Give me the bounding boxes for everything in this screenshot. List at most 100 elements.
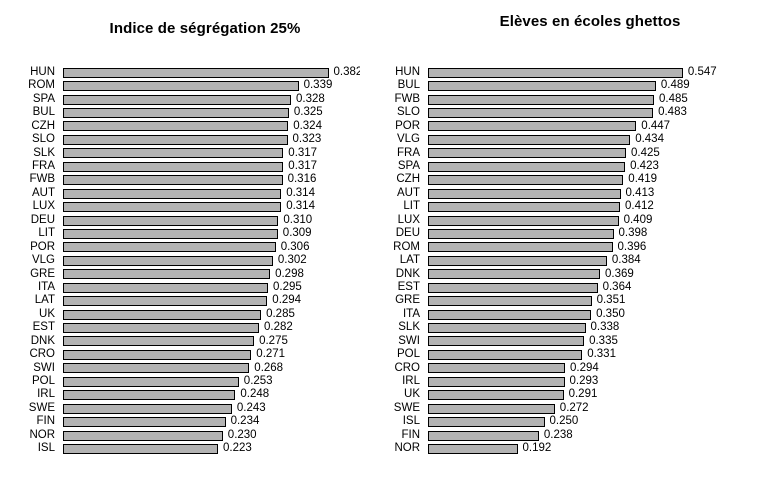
category-label: LAT: [399, 254, 420, 267]
bar: [428, 202, 620, 213]
bar: [63, 242, 276, 253]
value-label: 0.369: [605, 267, 634, 280]
category-label: UK: [404, 388, 420, 401]
bar-row: ISL 0.250: [380, 415, 761, 428]
value-label: 0.483: [658, 106, 687, 119]
category-label: DNK: [30, 334, 55, 347]
chart-segregation-index: Indice de ségrégation 25% HUN 0.382 ROM …: [0, 0, 380, 500]
bar: [428, 390, 564, 401]
category-label: BUL: [32, 106, 55, 119]
category-label: DEU: [395, 227, 420, 240]
bar: [428, 323, 586, 334]
bar-row: EST 0.364: [380, 281, 761, 294]
bar-rows-left: HUN 0.382 ROM 0.339 SPA 0.328 BUL 0.325 …: [0, 66, 360, 456]
bar: [63, 67, 329, 78]
bar-row: DEU 0.398: [380, 227, 761, 240]
bar: [428, 228, 614, 239]
value-label: 0.412: [625, 200, 654, 213]
bar-row: VLG 0.434: [380, 133, 761, 146]
value-label: 0.234: [230, 415, 260, 428]
value-label: 0.425: [631, 146, 660, 159]
category-label: SLO: [396, 106, 420, 119]
bar-row: DEU 0.310: [0, 214, 360, 227]
bar-row: SLO 0.483: [380, 106, 761, 119]
category-label: SWI: [33, 361, 55, 374]
category-label: IRL: [402, 375, 420, 388]
bar-row: FIN 0.234: [0, 415, 360, 428]
bar: [428, 363, 565, 374]
bar: [63, 363, 250, 374]
category-label: GRE: [30, 267, 55, 280]
bar: [63, 121, 289, 132]
value-label: 0.223: [223, 442, 252, 455]
bar-row: CZH 0.419: [380, 174, 761, 187]
bar-row: ISL 0.223: [0, 442, 360, 455]
value-label: 0.230: [227, 428, 257, 441]
category-label: HUN: [395, 66, 420, 78]
value-label: 0.253: [243, 375, 273, 388]
value-label: 0.316: [287, 173, 317, 186]
category-label: FIN: [36, 415, 55, 428]
bar-row: LAT 0.294: [0, 294, 360, 307]
bar: [428, 296, 592, 307]
bar-row: FRA 0.425: [380, 147, 761, 160]
bar-row: IRL 0.248: [0, 389, 360, 402]
category-label: UK: [39, 307, 55, 320]
category-label: DEU: [30, 213, 55, 226]
bar: [63, 215, 279, 226]
bar: [63, 296, 268, 307]
bar: [63, 161, 284, 172]
category-label: HUN: [30, 66, 55, 78]
bar-row: SLK 0.338: [380, 321, 761, 334]
bar: [63, 175, 283, 186]
bar: [63, 282, 268, 293]
value-label: 0.192: [522, 442, 552, 455]
bar-row: SWI 0.335: [380, 335, 761, 348]
bar: [428, 108, 654, 119]
bar-row: FRA 0.317: [0, 160, 360, 173]
bar: [63, 81, 299, 92]
category-label: LIT: [403, 200, 420, 213]
bar: [428, 417, 545, 428]
value-label: 0.325: [293, 106, 323, 119]
bar: [428, 134, 631, 145]
bar-row: DNK 0.275: [0, 335, 360, 348]
bar-row: LUX 0.409: [380, 214, 761, 227]
value-label: 0.485: [659, 92, 688, 105]
bar: [63, 148, 284, 159]
bar-row: POL 0.331: [380, 348, 761, 361]
bar: [428, 255, 607, 266]
category-label: POR: [395, 119, 420, 132]
bar: [428, 188, 621, 199]
value-label: 0.317: [288, 160, 318, 173]
bar-row: UK 0.285: [0, 308, 360, 321]
category-label: CZH: [31, 119, 55, 132]
category-label: ROM: [393, 240, 420, 253]
value-label: 0.335: [589, 334, 618, 347]
value-label: 0.275: [259, 334, 288, 347]
value-label: 0.339: [303, 79, 333, 92]
bar-row: SLO 0.323: [0, 133, 360, 146]
value-label: 0.434: [635, 133, 664, 146]
bar: [428, 81, 656, 92]
bar: [428, 349, 583, 360]
value-label: 0.294: [272, 294, 302, 307]
bar-row: POR 0.447: [380, 120, 761, 133]
category-label: GRE: [395, 294, 420, 307]
bar-row: SPA 0.328: [0, 93, 360, 106]
bar-row: NOR 0.192: [380, 442, 761, 455]
category-label: FWB: [394, 92, 420, 105]
category-label: POL: [31, 375, 55, 388]
value-label: 0.306: [280, 240, 310, 253]
bar: [63, 94, 291, 105]
bar: [63, 403, 232, 414]
bar-row: LIT 0.412: [380, 200, 761, 213]
value-label: 0.309: [282, 227, 312, 240]
bar-row: AUT 0.314: [0, 187, 360, 200]
bar-row: FIN 0.238: [380, 429, 761, 442]
chart-ghetto-schools: Elèves en écoles ghettos HUN 0.547 BUL 0…: [380, 0, 761, 500]
bar: [428, 67, 683, 78]
bar-row: ROM 0.339: [0, 79, 360, 92]
category-label: AUT: [397, 186, 420, 199]
bar-row: ITA 0.350: [380, 308, 761, 321]
